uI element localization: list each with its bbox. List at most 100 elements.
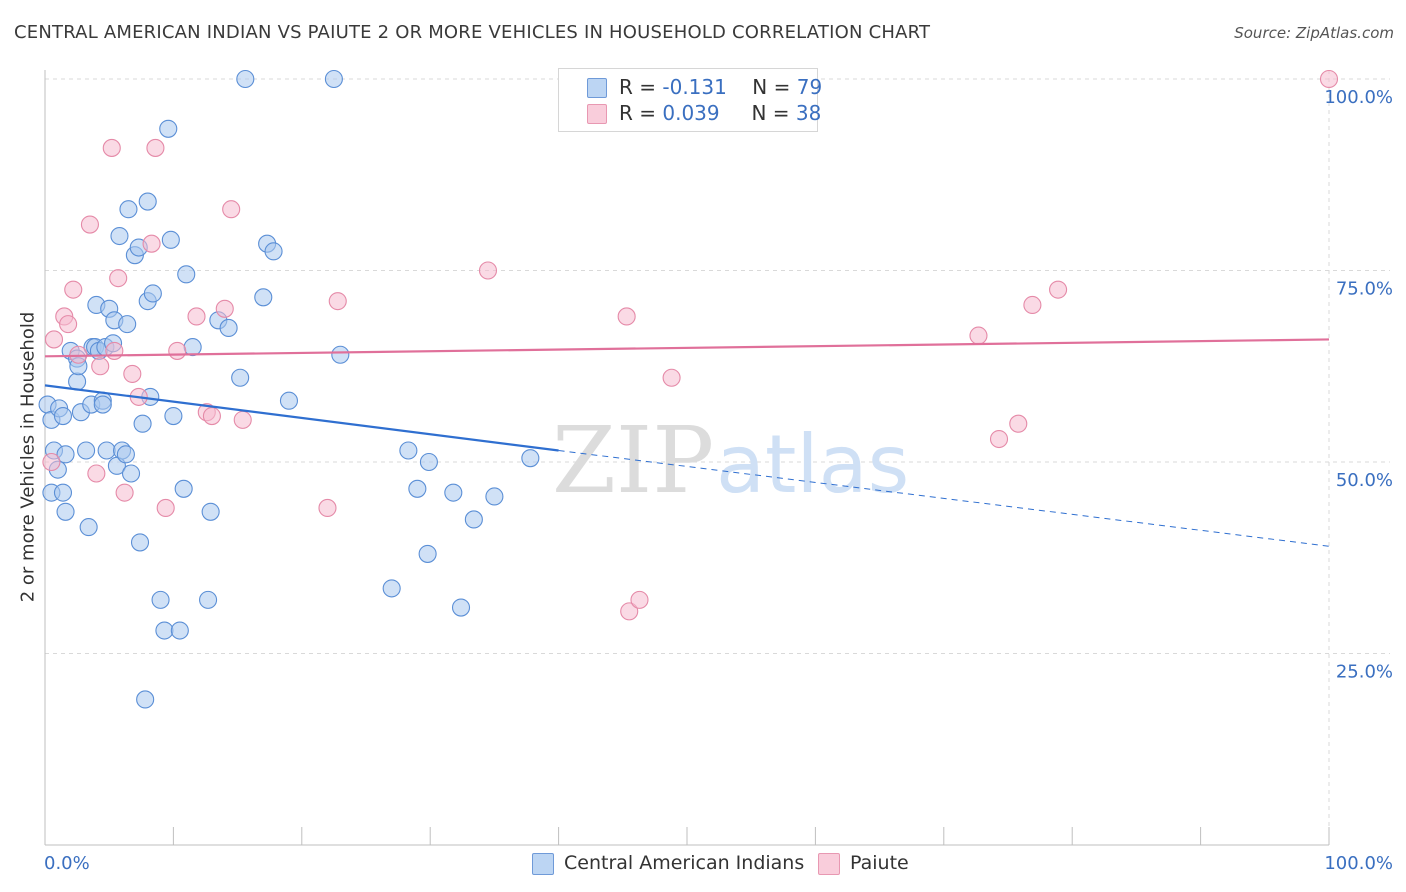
trend-line-blue bbox=[44, 384, 559, 452]
data-point-blue-68 bbox=[408, 479, 427, 498]
data-point-blue-53 bbox=[183, 338, 202, 357]
legend-box: R = -0.131 N = 79 R = 0.039 N = 38 bbox=[558, 68, 822, 132]
data-point-blue-64 bbox=[324, 69, 343, 89]
watermark-atlas: atlas bbox=[716, 418, 909, 511]
data-point-blue-32 bbox=[116, 445, 135, 464]
y-tick-label-2: 75.0% bbox=[1336, 279, 1393, 300]
watermark-zip: ZIP bbox=[552, 407, 714, 514]
data-point-pink-23 bbox=[222, 200, 241, 219]
data-point-blue-40 bbox=[136, 690, 155, 709]
data-point-blue-15 bbox=[77, 441, 96, 460]
trend-line-pink bbox=[44, 338, 1330, 358]
data-point-pink-12 bbox=[115, 483, 134, 502]
data-point-blue-44 bbox=[143, 284, 162, 303]
chart-title: CENTRAL AMERICAN INDIAN VS PAIUTE 2 OR M… bbox=[14, 22, 931, 43]
legend-n-value: 38 bbox=[795, 101, 822, 125]
data-point-pink-7 bbox=[87, 464, 106, 483]
data-point-blue-69 bbox=[418, 544, 437, 563]
data-point-pink-0 bbox=[42, 452, 61, 472]
legend-r-label: R = bbox=[619, 101, 663, 125]
data-point-blue-30 bbox=[110, 226, 129, 246]
legend-n-label: N = bbox=[752, 75, 797, 99]
data-point-blue-46 bbox=[155, 621, 174, 640]
data-point-pink-16 bbox=[146, 138, 165, 157]
trend-line-blue-extension bbox=[558, 450, 1330, 547]
data-point-blue-57 bbox=[219, 318, 238, 338]
legend-r-label: R = bbox=[619, 75, 663, 99]
data-point-blue-51 bbox=[174, 479, 193, 498]
data-point-blue-34 bbox=[119, 200, 138, 219]
data-point-blue-75 bbox=[521, 449, 540, 468]
data-point-blue-42 bbox=[138, 192, 157, 211]
data-point-blue-12 bbox=[68, 372, 87, 391]
data-point-pink-31 bbox=[662, 368, 681, 387]
data-point-blue-38 bbox=[130, 533, 150, 552]
data-point-pink-37 bbox=[1319, 69, 1339, 89]
x-tick-label-0: 0.0% bbox=[44, 853, 90, 874]
legend-r-value: -0.131 bbox=[662, 75, 727, 99]
data-point-blue-70 bbox=[419, 452, 438, 472]
data-point-blue-48 bbox=[161, 230, 180, 249]
data-point-blue-73 bbox=[464, 510, 483, 529]
data-point-pink-11 bbox=[109, 269, 128, 288]
data-point-blue-35 bbox=[121, 464, 141, 483]
data-point-blue-54 bbox=[199, 590, 218, 609]
data-point-blue-59 bbox=[236, 69, 255, 89]
y-tick-label-0: 25.0% bbox=[1336, 662, 1393, 683]
legend-n-label: N = bbox=[751, 101, 796, 125]
data-point-pink-13 bbox=[123, 364, 142, 383]
data-point-blue-9 bbox=[56, 502, 75, 521]
source-label: Source: ZipAtlas.com bbox=[1234, 24, 1394, 42]
data-point-pink-4 bbox=[64, 280, 83, 299]
data-point-blue-45 bbox=[151, 590, 170, 609]
watermark: ZIP atlas bbox=[552, 407, 909, 514]
data-point-blue-25 bbox=[97, 441, 116, 460]
data-point-blue-23 bbox=[93, 395, 112, 414]
data-point-blue-67 bbox=[399, 441, 418, 460]
data-point-blue-50 bbox=[170, 621, 189, 640]
data-point-blue-52 bbox=[177, 265, 196, 284]
bottom-legend-swatch-pink bbox=[818, 853, 840, 875]
data-point-pink-21 bbox=[202, 406, 221, 426]
data-point-pink-26 bbox=[328, 292, 347, 311]
data-point-pink-19 bbox=[187, 307, 206, 326]
data-point-blue-16 bbox=[79, 518, 98, 537]
bottom-legend-label-blue: Central American Indians bbox=[564, 852, 805, 874]
data-point-pink-27 bbox=[478, 261, 498, 280]
data-point-blue-7 bbox=[53, 483, 73, 502]
data-point-blue-39 bbox=[133, 414, 152, 433]
y-axis-label: 2 or more Vehicles in Household bbox=[17, 311, 39, 603]
data-point-blue-62 bbox=[264, 242, 283, 261]
x-tick-label-1: 100.0% bbox=[1324, 853, 1393, 874]
data-point-blue-60 bbox=[254, 288, 273, 307]
data-point-pink-36 bbox=[1049, 280, 1068, 299]
data-point-pink-9 bbox=[102, 138, 121, 157]
data-point-pink-34 bbox=[1009, 414, 1028, 433]
data-point-blue-71 bbox=[444, 483, 463, 502]
data-point-blue-33 bbox=[118, 315, 137, 334]
y-tick-label-3: 100.0% bbox=[1324, 87, 1393, 108]
data-point-pink-24 bbox=[233, 410, 252, 429]
series-paiute bbox=[42, 69, 1339, 621]
data-point-pink-1 bbox=[44, 330, 64, 349]
data-point-pink-29 bbox=[620, 602, 639, 621]
data-point-pink-3 bbox=[59, 315, 78, 334]
data-point-pink-35 bbox=[1023, 295, 1042, 315]
y-tick-label-1: 50.0% bbox=[1336, 470, 1393, 491]
data-point-blue-65 bbox=[331, 345, 350, 364]
data-point-blue-55 bbox=[201, 502, 220, 521]
data-point-blue-72 bbox=[451, 598, 471, 617]
data-point-pink-32 bbox=[969, 326, 988, 345]
data-point-pink-17 bbox=[156, 498, 175, 518]
data-point-pink-18 bbox=[168, 341, 187, 360]
bottom-legend-swatch-blue bbox=[532, 853, 554, 875]
grid-lines bbox=[45, 70, 1390, 845]
data-point-pink-33 bbox=[989, 429, 1009, 449]
data-point-pink-10 bbox=[105, 341, 124, 360]
data-point-pink-15 bbox=[142, 234, 161, 253]
data-point-pink-22 bbox=[215, 299, 234, 318]
legend-n-value: 79 bbox=[796, 75, 823, 99]
data-point-blue-6 bbox=[53, 406, 73, 426]
data-point-pink-8 bbox=[91, 357, 110, 376]
